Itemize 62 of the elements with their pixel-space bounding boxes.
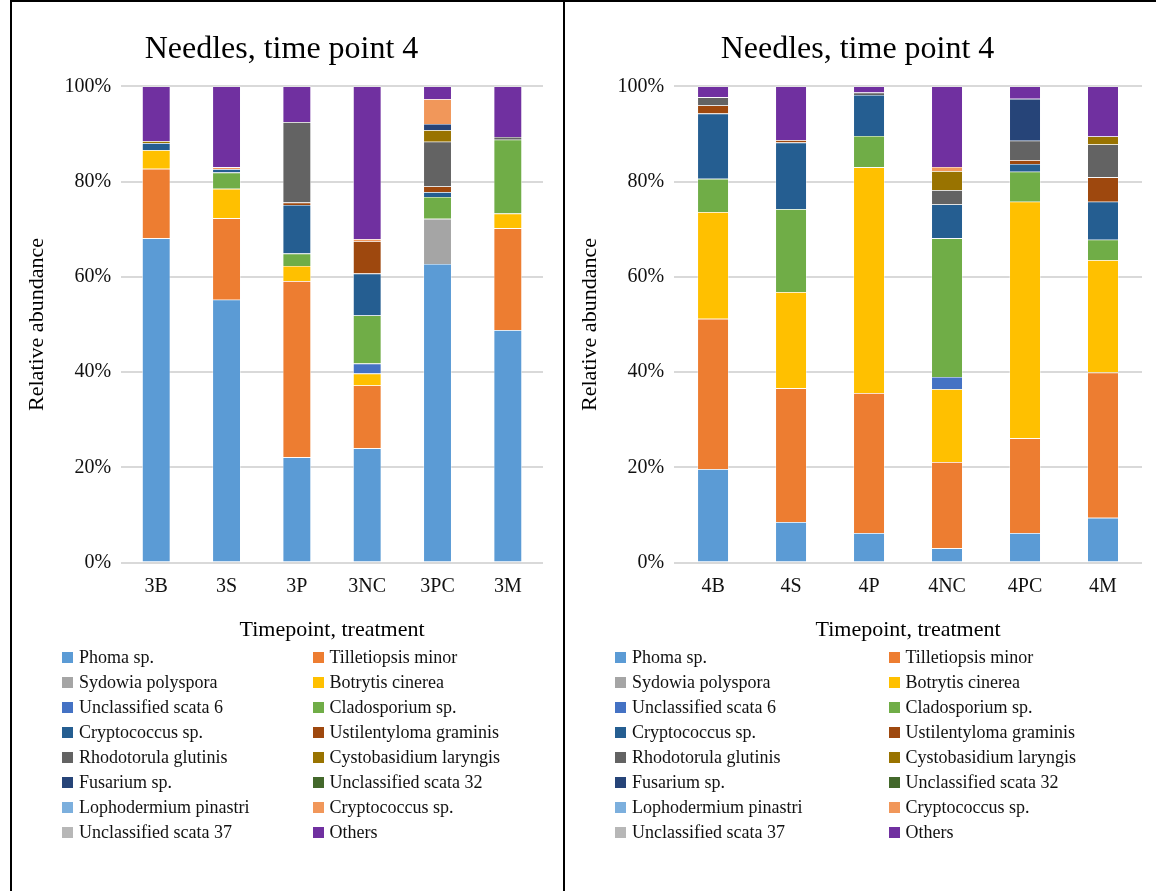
legend-label: Others [905, 822, 954, 843]
legend-label: Sydowia polyspora [79, 672, 218, 693]
x-tick-label: 4NC [928, 573, 966, 596]
legend-label: Lophodermium pinastri [79, 797, 250, 818]
chart-title: Needles, time point 4 [144, 28, 419, 65]
x-axis-title: Timepoint, treatment [815, 615, 1001, 641]
y-tick-label: 20% [627, 454, 665, 477]
legend-label: Ustilentyloma graminis [329, 722, 499, 743]
x-tick-label: 3PC [420, 573, 455, 596]
legend-label: Phoma sp. [79, 647, 155, 668]
legend-label: Unclassified scata 37 [79, 822, 232, 843]
legend-label: Cryptococcus sp. [905, 797, 1030, 818]
chart-title: Needles, time point 4 [720, 28, 995, 65]
legend-label: Sydowia polyspora [632, 672, 771, 693]
legend-label: Ustilentyloma graminis [905, 722, 1075, 743]
x-tick-label: 3NC [348, 573, 387, 596]
legend-label: Tilletiopsis minor [905, 647, 1034, 668]
y-tick-label: 0% [84, 549, 112, 572]
legend-label: Unclassified scata 32 [905, 772, 1059, 793]
x-tick-label: 3B [144, 573, 168, 596]
legend-label: Tilletiopsis minor [329, 647, 458, 668]
legend-label: Phoma sp. [632, 647, 708, 668]
legend-label: Rhodotorula glutinis [632, 747, 781, 768]
y-axis-title: Relative abundance [575, 238, 601, 411]
legend-label: Cystobasidium laryngis [329, 747, 500, 768]
legend-label: Fusarium sp. [632, 772, 726, 793]
legend-label: Cryptococcus sp. [329, 797, 454, 818]
legend-label: Unclassified scata 32 [329, 772, 483, 793]
x-tick-label: 4PC [1007, 573, 1043, 596]
y-tick-label: 60% [627, 264, 665, 287]
legend-label: Unclassified scata 6 [632, 697, 776, 718]
legend-label: Unclassified scata 37 [632, 822, 785, 843]
y-tick-label: 40% [74, 359, 112, 382]
y-tick-label: 0% [637, 549, 665, 572]
legend-label: Fusarium sp. [79, 772, 173, 793]
legend-label: Others [329, 822, 378, 843]
legend-label: Cladosporium sp. [329, 697, 457, 718]
x-tick-label: 3S [215, 573, 238, 596]
y-tick-label: 20% [74, 454, 112, 477]
legend-label: Cladosporium sp. [905, 697, 1033, 718]
y-tick-label: 60% [74, 264, 112, 287]
x-tick-label: 4S [780, 573, 802, 596]
legend-label: Cryptococcus sp. [632, 722, 756, 743]
y-tick-label: 40% [627, 359, 665, 382]
y-tick-label: 100% [64, 73, 112, 96]
legend-label: Botrytis cinerea [329, 672, 444, 693]
y-tick-label: 80% [627, 168, 665, 191]
legend-label: Unclassified scata 6 [79, 697, 223, 718]
x-tick-label: 4M [1089, 573, 1118, 596]
x-tick-label: 3P [286, 573, 308, 596]
legend-label: Rhodotorula glutinis [79, 747, 228, 768]
y-axis-title: Relative abundance [22, 238, 48, 411]
x-axis-title: Timepoint, treatment [239, 615, 425, 641]
x-tick-label: 3M [493, 573, 522, 596]
y-tick-label: 100% [617, 73, 665, 96]
x-tick-label: 4P [858, 573, 880, 596]
x-tick-label: 4B [701, 573, 725, 596]
legend-label: Botrytis cinerea [905, 672, 1020, 693]
legend-label: Lophodermium pinastri [632, 797, 803, 818]
legend-label: Cystobasidium laryngis [905, 747, 1076, 768]
legend-label: Cryptococcus sp. [79, 722, 203, 743]
y-tick-label: 80% [74, 168, 112, 191]
